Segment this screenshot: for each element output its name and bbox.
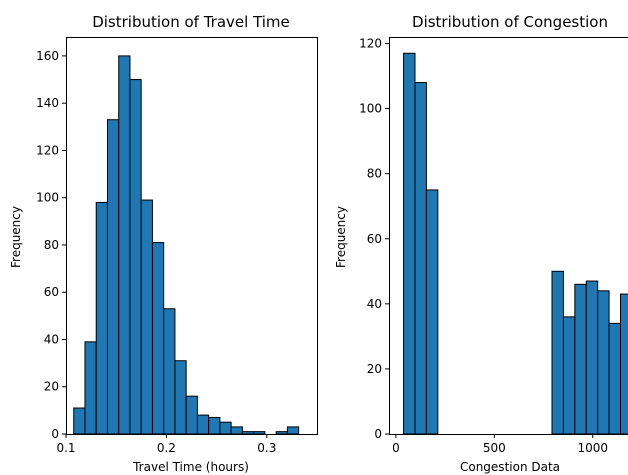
y-tick-label: 140 <box>36 96 59 110</box>
y-axis-label: Frequency <box>9 206 23 268</box>
histogram-bar <box>403 52 416 435</box>
histogram-bar <box>95 201 108 435</box>
plot-frame <box>66 37 318 435</box>
x-tick-label: 0.1 <box>56 441 75 455</box>
histogram-bar <box>551 270 564 435</box>
histogram-bar <box>275 431 288 435</box>
histogram-bar <box>425 189 439 435</box>
x-tick-label: 0 <box>392 441 400 455</box>
histogram-bar <box>597 290 610 435</box>
y-tick-label: 80 <box>367 167 382 181</box>
histogram-bar <box>574 283 587 435</box>
y-tick-label: 100 <box>36 191 59 205</box>
y-tick-label: 120 <box>359 37 382 51</box>
y-tick-label: 0 <box>51 427 59 441</box>
y-tick-label: 160 <box>36 49 59 63</box>
histogram-bar <box>174 360 187 435</box>
histogram-bar <box>608 322 622 435</box>
y-tick-label: 80 <box>44 238 59 252</box>
y-tick-label: 60 <box>367 232 382 246</box>
y-tick-label: 0 <box>374 427 382 441</box>
histogram-bar <box>219 421 232 435</box>
chart-title: Distribution of Travel Time <box>92 13 290 31</box>
histogram-bar <box>163 308 176 435</box>
y-tick-label: 60 <box>44 285 59 299</box>
chart-title: Distribution of Congestion <box>412 13 608 31</box>
histogram-bar <box>414 82 427 435</box>
x-tick-label: 1000 <box>577 441 608 455</box>
y-tick-label: 20 <box>367 362 382 376</box>
histogram-bar <box>106 119 120 435</box>
histogram-bar <box>562 316 576 435</box>
x-axis-label: Travel Time (hours) <box>132 460 249 474</box>
histogram-bar <box>129 79 142 435</box>
y-tick-label: 120 <box>36 143 59 157</box>
x-axis-label: Congestion Data <box>460 460 560 474</box>
y-tick-label: 20 <box>44 380 59 394</box>
x-tick-label: 0.3 <box>257 441 276 455</box>
y-tick-label: 40 <box>44 332 59 346</box>
histogram-bar <box>118 55 131 435</box>
y-axis-label: Frequency <box>334 206 348 268</box>
y-tick-label: 100 <box>359 102 382 116</box>
histogram-bar <box>241 431 255 435</box>
x-tick-label: 0.2 <box>157 441 176 455</box>
histogram-bar <box>208 416 221 435</box>
histogram-bar <box>585 280 599 435</box>
histogram-bar <box>286 426 300 435</box>
histogram-bar <box>253 431 266 435</box>
travel-time-histogram: Distribution of Travel Time Travel Time … <box>9 13 318 474</box>
histogram-bar <box>151 242 165 435</box>
histogram-bar <box>73 407 86 435</box>
plot-frame <box>389 37 628 435</box>
histogram-bar <box>620 293 628 435</box>
congestion-histogram: Distribution of Congestion Congestion Da… <box>334 13 628 474</box>
histogram-bar <box>84 341 97 435</box>
histogram-bar <box>185 395 198 435</box>
y-tick-label: 40 <box>367 297 382 311</box>
histogram-bar <box>196 414 210 435</box>
x-tick-label: 500 <box>483 441 506 455</box>
histogram-bar <box>230 426 243 435</box>
histogram-bar <box>140 199 153 435</box>
